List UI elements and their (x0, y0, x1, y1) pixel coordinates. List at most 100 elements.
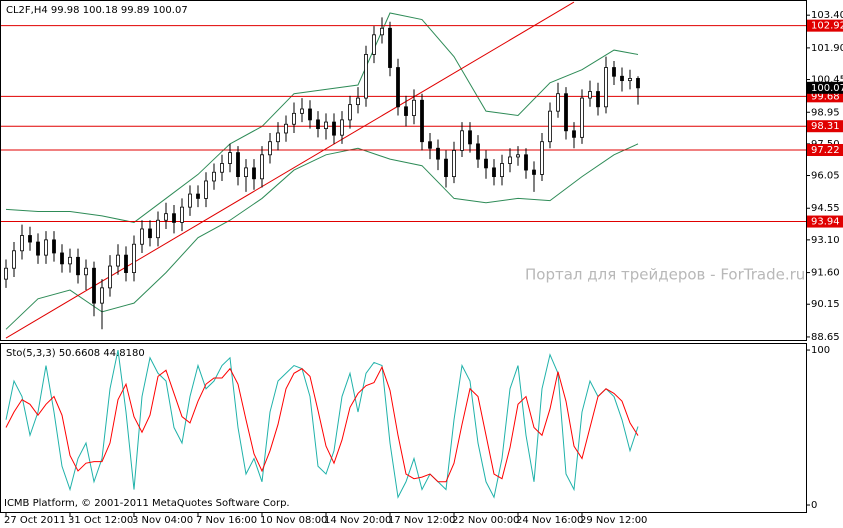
candle-body (388, 27, 392, 68)
level-price-box (807, 120, 843, 133)
candle-body (460, 130, 464, 151)
candle-body (516, 154, 520, 158)
x-tick-label: 24 Nov 16:00 (516, 515, 583, 526)
y-tick-label: 88.65 (811, 332, 840, 343)
candle-body (172, 213, 176, 223)
candle-body (452, 150, 456, 178)
x-tick-label: 31 Oct 12:00 (68, 515, 133, 526)
candle-body (260, 154, 264, 180)
candle-body (596, 91, 600, 108)
candle-body (580, 97, 584, 138)
candle-body (444, 158, 448, 178)
bollinger-band (5, 143, 639, 330)
candle-body (124, 254, 128, 273)
candle-body (100, 287, 104, 304)
candle-body (84, 267, 88, 276)
candle-body (556, 93, 560, 112)
y-tick-label: 100.45 (811, 75, 843, 86)
candle-body (244, 167, 248, 178)
stochastic-panel: Sto(5,3,3) 50.6608 44.8180 ICMB Platform,… (4, 348, 639, 509)
y-tick-label: 94.55 (811, 203, 840, 214)
candle-body (396, 67, 400, 108)
candle-body (604, 67, 608, 108)
watermark: Портал для трейдеров - ForTrade.ru (525, 266, 805, 284)
main-frame (0, 0, 807, 341)
main-panel: CL2F,H4 99.98 100.18 99.89 100.07 Портал … (1, 1, 806, 339)
candle-body (132, 243, 136, 273)
candle-body (308, 108, 312, 121)
candle-body (44, 239, 48, 256)
candle-body (236, 152, 240, 178)
candle-body (540, 141, 544, 175)
candle-body (292, 112, 296, 125)
level-price-label: 98.31 (811, 121, 840, 132)
candle-body (572, 130, 576, 138)
axes: 103.40101.90100.4598.9597.5096.0594.5593… (4, 10, 843, 526)
x-tick-label: 27 Oct 2011 (4, 515, 66, 526)
level-price-box (807, 143, 843, 156)
candle-body (372, 34, 376, 55)
candle-body (4, 267, 8, 280)
candle-body (52, 239, 56, 254)
candle-body (28, 235, 32, 243)
candle-body (356, 97, 360, 106)
candle-body (548, 110, 552, 143)
candle-body (316, 119, 320, 130)
sub-frame (0, 343, 807, 513)
candle-body (188, 193, 192, 208)
candle-body (180, 206, 184, 223)
candle-body (500, 163, 504, 178)
copyright: ICMB Platform, © 2001-2011 MetaQuotes So… (4, 498, 290, 509)
candle-body (20, 235, 24, 252)
candle-body (148, 228, 152, 239)
candle-body (564, 93, 568, 132)
level-price-label: 99.68 (811, 91, 840, 102)
candle-body (484, 158, 488, 169)
candle-body (332, 121, 336, 136)
candle-body (68, 256, 72, 265)
candle-body (284, 123, 288, 134)
x-tick-label: 17 Nov 12:00 (388, 515, 455, 526)
candle-body (492, 167, 496, 178)
candle-body (404, 106, 408, 116)
candle-body (412, 99, 416, 116)
candle-body (92, 267, 96, 304)
candle-body (364, 54, 368, 99)
y-tick-label: 101.90 (811, 43, 843, 54)
candle-body (276, 132, 280, 143)
bollinger-band (5, 12, 639, 223)
candle-body (228, 152, 232, 164)
trendline (5, 1, 575, 339)
candle-body (348, 104, 352, 121)
level-price-label: 93.94 (811, 217, 840, 228)
level-price-box (807, 19, 843, 32)
candle-body (116, 254, 120, 267)
y-tick-label: 103.40 (811, 10, 843, 21)
candle-body (108, 265, 112, 289)
y-tick-label: 96.05 (811, 171, 840, 182)
x-tick-label: 10 Nov 08:00 (260, 515, 327, 526)
y-tick-label: 93.10 (811, 235, 840, 246)
x-tick-label: 29 Nov 12:00 (580, 515, 647, 526)
candle-body (204, 180, 208, 199)
candle-body (196, 193, 200, 199)
y-tick-label: 98.95 (811, 107, 840, 118)
level-price-label: 97.22 (811, 145, 840, 156)
candle-body (436, 147, 440, 160)
candle-body (340, 119, 344, 136)
x-tick-label: 3 Nov 04:00 (132, 515, 193, 526)
level-price-box (807, 215, 843, 228)
candle-body (252, 167, 256, 180)
candle-body (588, 91, 592, 99)
candle-body (76, 256, 80, 276)
candle-body (220, 163, 224, 173)
candle-body (532, 169, 536, 175)
y-tick-label: 91.60 (811, 268, 840, 279)
candle-body (508, 156, 512, 164)
candle-body (324, 121, 328, 130)
candle-body (628, 78, 632, 82)
candle-body (156, 219, 160, 239)
candle-body (268, 141, 272, 156)
